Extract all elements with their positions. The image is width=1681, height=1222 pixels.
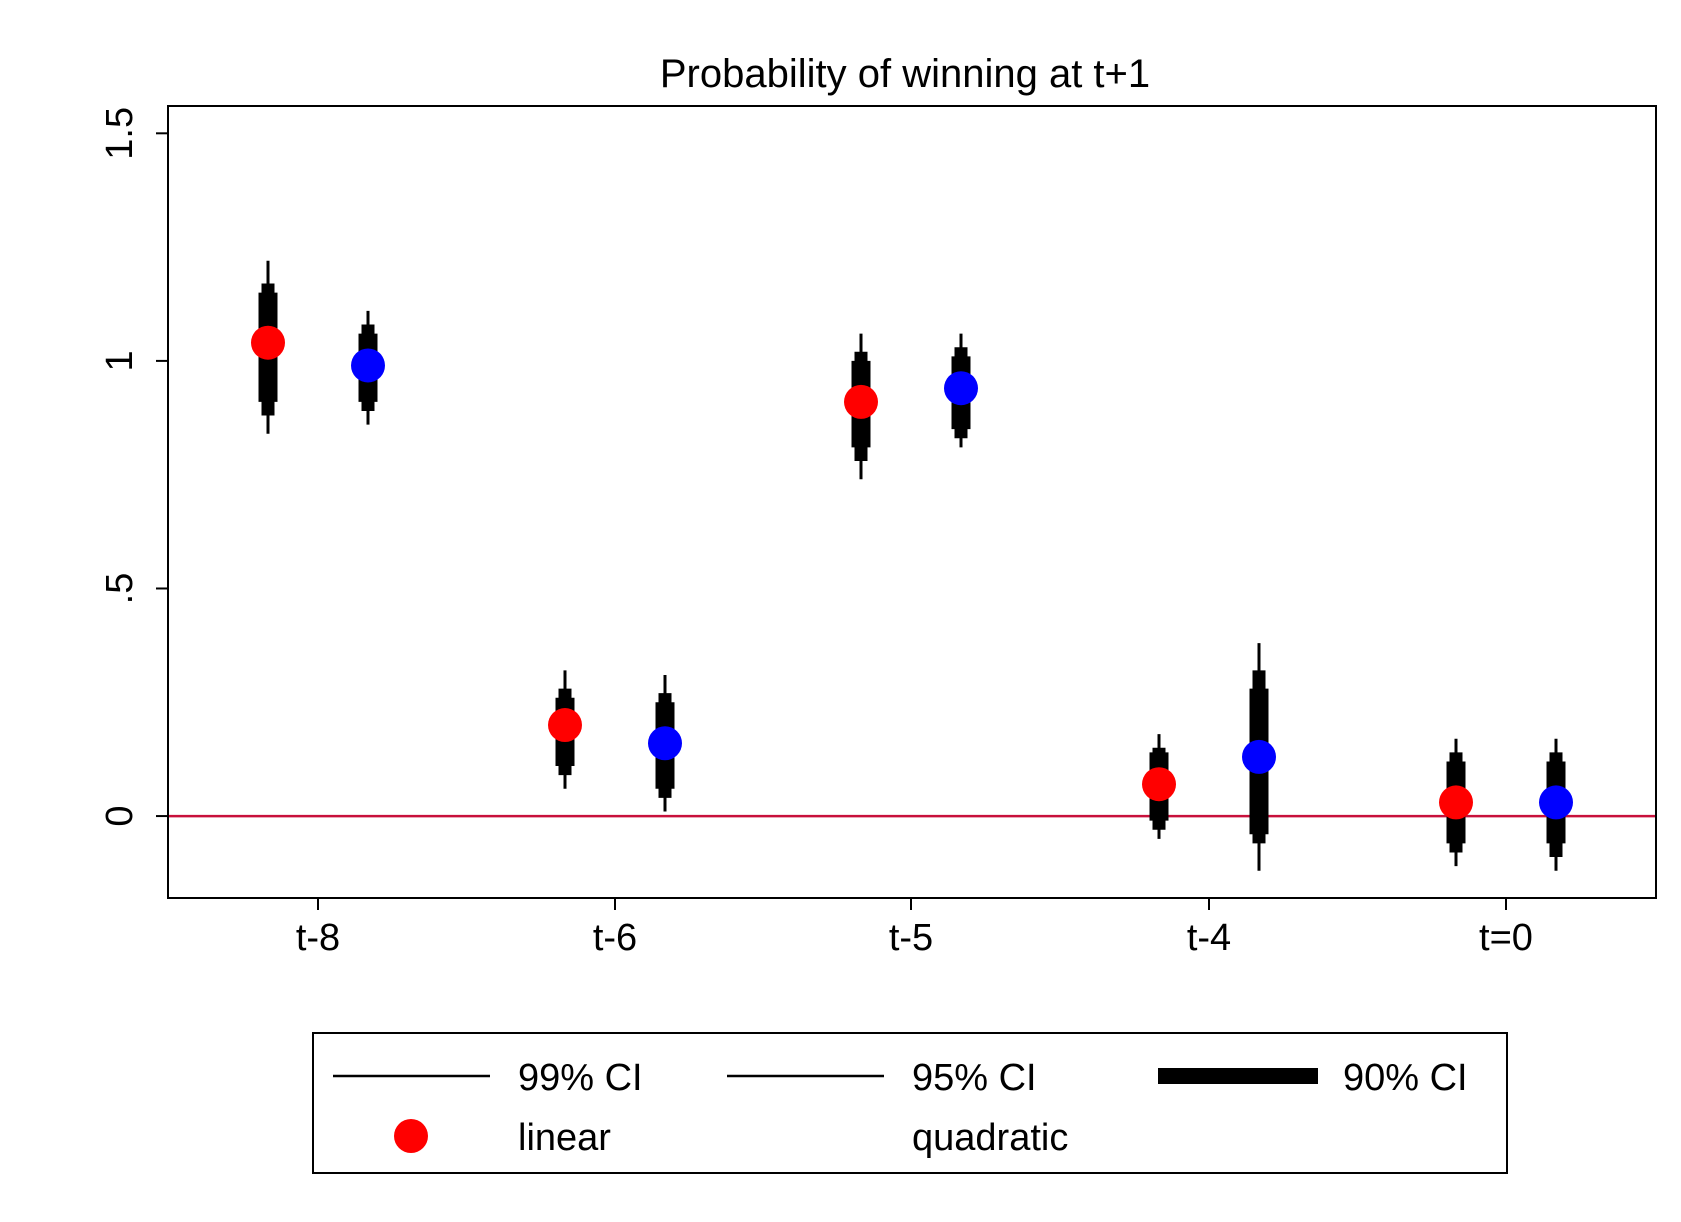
point-quadratic	[944, 371, 978, 406]
x-tick-label: t-8	[296, 917, 340, 959]
y-tick-label: 1.5	[99, 107, 141, 160]
x-tick-label: t-6	[593, 917, 637, 959]
point-linear	[1142, 767, 1176, 802]
point-quadratic	[648, 726, 682, 761]
point-quadratic	[1242, 739, 1276, 774]
plot-frame	[167, 105, 1657, 899]
legend: 99% CI 95% CI 90% CI linear quadratic	[312, 1032, 1508, 1174]
point-linear	[548, 708, 582, 743]
x-tick-label: t-5	[889, 917, 933, 959]
point-linear	[1439, 785, 1473, 820]
plot-area	[168, 260, 1656, 871]
legend-linear-marker	[394, 1119, 428, 1153]
legend-ci95-label: 95% CI	[912, 1057, 1037, 1099]
chart-title: Probability of winning at t+1	[660, 52, 1150, 96]
point-quadratic	[1539, 785, 1573, 820]
legend-ci90-label: 90% CI	[1343, 1057, 1468, 1099]
x-tick-label: t=0	[1479, 917, 1533, 959]
legend-linear-label: linear	[518, 1117, 611, 1159]
axes: 0 .5 1 1.5 t-8 t-6 t-5 t-4 t=0	[99, 105, 1657, 959]
legend-quadratic-label: quadratic	[912, 1117, 1068, 1159]
x-tick-label: t-4	[1187, 917, 1231, 959]
point-linear	[844, 384, 878, 419]
point-quadratic	[351, 348, 385, 383]
y-tick-label: 1	[99, 350, 141, 371]
point-linear	[251, 325, 285, 360]
y-tick-label: 0	[99, 805, 141, 826]
legend-ci99-label: 99% CI	[518, 1057, 643, 1099]
y-tick-label: .5	[99, 573, 141, 605]
legend-box	[312, 1032, 1508, 1174]
